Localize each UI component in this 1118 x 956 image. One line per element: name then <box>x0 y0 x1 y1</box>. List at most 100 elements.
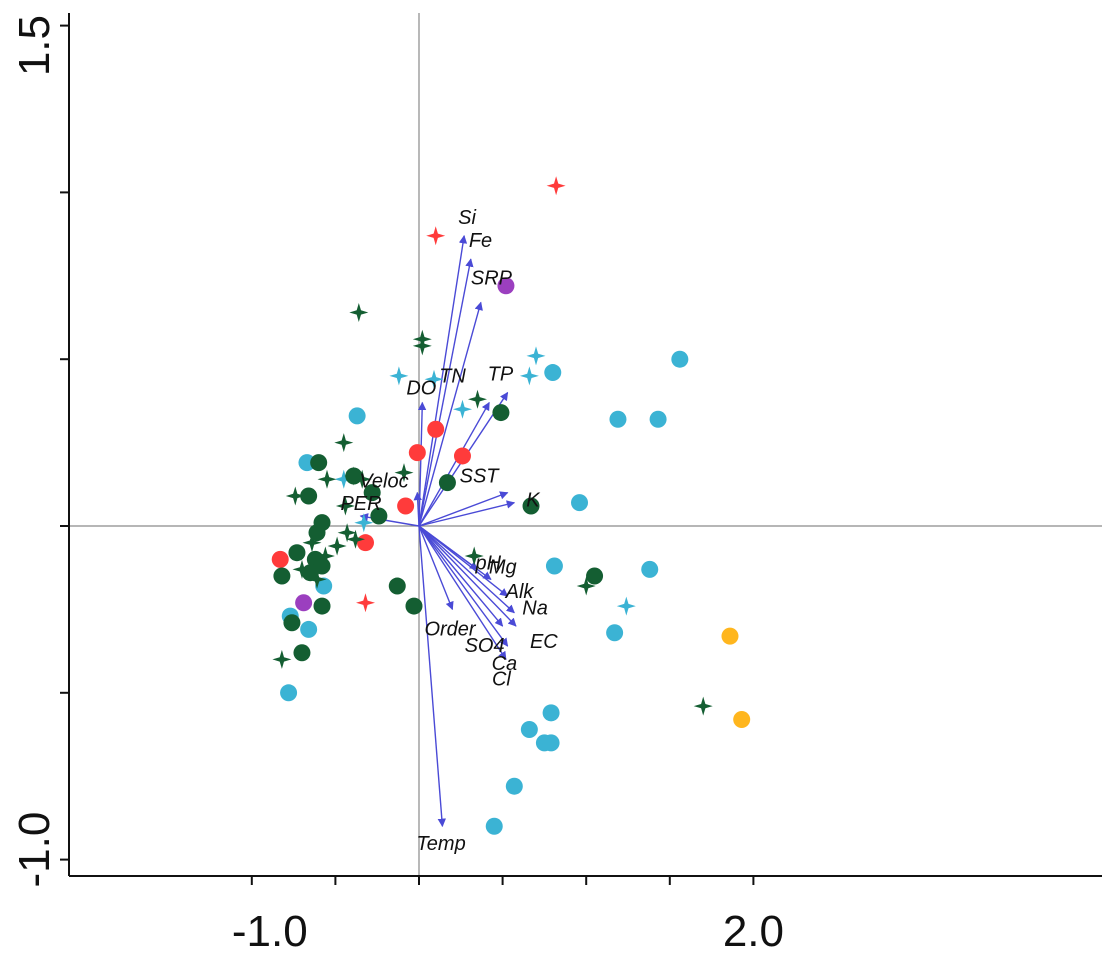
vector-arrow-fe <box>418 258 474 527</box>
vector-arrow-ec <box>418 525 517 627</box>
vector-label-ca: Ca <box>492 653 518 675</box>
sample-point-orange-circle <box>721 627 739 645</box>
sample-point-light_blue-star <box>519 366 539 386</box>
sample-point-orange-circle <box>733 710 751 728</box>
sample-point-dark_green-circle <box>288 544 306 562</box>
y-tick-label: 1.5 <box>10 15 59 76</box>
sample-point-dark_green-star <box>693 696 713 716</box>
sample-point-light_blue-circle <box>542 704 560 722</box>
vector-label-do: DO <box>406 378 436 400</box>
vector-arrow-veloc <box>413 491 422 527</box>
sample-point-light_blue-circle <box>280 684 298 702</box>
sample-point-light_blue-star <box>389 366 409 386</box>
sample-point-dark_green-star <box>412 336 432 356</box>
sample-point-light_blue-circle <box>649 410 667 428</box>
vector-arrow-do <box>417 401 427 527</box>
vector-label-tp: TP <box>488 364 514 386</box>
sample-point-dark_green-circle <box>308 524 326 542</box>
x-tick-label: -1.0 <box>232 907 308 956</box>
sample-point-dark_green-star <box>292 559 312 579</box>
environmental-vectors <box>359 234 517 828</box>
sample-point-dark_green-star <box>272 649 292 669</box>
sample-point-dark_green-star <box>576 576 596 596</box>
sample-point-light_blue-circle <box>485 817 503 835</box>
vector-label-so4: SO4 <box>465 635 505 657</box>
sample-point-dark_green-circle <box>300 487 318 505</box>
sample-point-red-circle <box>356 534 374 552</box>
sample-point-dark_green-star <box>315 546 335 566</box>
vector-arrow-srp <box>418 301 483 527</box>
plot-frame <box>68 13 1102 877</box>
sample-point-dark_green-star <box>468 389 487 409</box>
sample-point-light_blue-star <box>354 513 374 533</box>
sample-point-dark_green-circle <box>492 404 510 422</box>
sample-point-light_blue-circle <box>505 777 523 795</box>
sample-point-red-star <box>356 593 375 613</box>
sample-point-dark_green-star <box>337 523 357 543</box>
vector-arrow-sst <box>418 491 509 527</box>
vector-label-alk: Alk <box>505 581 535 603</box>
vector-label-sst: SST <box>460 466 501 488</box>
sample-point-light_blue-circle <box>571 494 589 512</box>
sample-point-dark_green-circle <box>370 507 388 525</box>
sample-point-light_blue-circle <box>544 364 562 382</box>
sample-point-dark_green-star <box>317 469 337 489</box>
sample-point-dark_green-star <box>302 533 322 553</box>
vector-label-cl: Cl <box>492 668 511 690</box>
sample-point-dark_green-star <box>285 486 305 506</box>
sample-point-light_blue-star <box>526 346 546 366</box>
vector-label-mg: Mg <box>489 556 517 578</box>
sample-point-light_blue-circle <box>520 720 538 738</box>
sample-point-light_blue-star <box>453 399 472 419</box>
sample-point-dark_green-circle <box>438 474 456 492</box>
sample-point-dark_green-star <box>349 303 369 322</box>
sample-point-dark_green-star <box>335 496 355 516</box>
sample-point-dark_green-circle <box>293 644 311 662</box>
sample-point-dark_green-circle <box>388 577 406 595</box>
sample-point-red-star <box>546 176 566 196</box>
vector-label-fe: Fe <box>469 230 492 252</box>
vector-label-srp: SRP <box>471 267 513 289</box>
vector-label-temp: Temp <box>416 833 465 855</box>
vector-arrow-ca <box>418 525 509 647</box>
sample-point-dark_green-circle <box>301 564 319 582</box>
sample-point-purple-circle <box>295 594 313 612</box>
sample-point-red-circle <box>427 420 445 438</box>
vector-arrow-si <box>418 234 468 527</box>
sample-point-light_blue-circle <box>606 624 624 642</box>
axis-ticks: -1.0 2.0 1.5 -1.0 <box>10 15 784 956</box>
vector-label-ec: EC <box>530 631 558 653</box>
sample-point-red-circle <box>271 550 289 568</box>
sample-point-dark_green-circle <box>310 454 328 472</box>
sample-point-dark_green-circle <box>363 484 381 502</box>
sample-point-light_blue-circle <box>542 734 560 752</box>
sample-point-dark_green-star <box>464 546 484 566</box>
vector-label-veloc: Veloc <box>359 471 408 493</box>
sample-point-dark_green-star <box>334 433 354 453</box>
y-tick-label: -1.0 <box>10 812 59 888</box>
sample-point-light_blue-circle <box>671 350 689 368</box>
vector-label-si: Si <box>458 207 476 229</box>
sample-point-dark_green-circle <box>522 497 540 515</box>
sample-point-dark_green-circle <box>313 597 331 615</box>
vector-label-na: Na <box>522 598 548 620</box>
sample-point-dark_green-star <box>327 536 347 556</box>
vector-arrow-k <box>418 500 516 527</box>
sample-point-light_blue-circle <box>545 557 563 575</box>
sample-point-light_blue-circle <box>641 560 659 578</box>
sample-point-light_blue-star <box>334 469 354 489</box>
vector-label-tn: TN <box>439 366 466 388</box>
sample-point-dark_green-circle <box>345 467 363 485</box>
sample-point-light_blue-circle <box>609 410 627 428</box>
sample-point-light_blue-circle <box>298 454 316 472</box>
vector-arrow-per <box>359 513 420 527</box>
vector-arrow-tn <box>418 401 490 527</box>
sample-point-light_blue-star <box>424 369 444 389</box>
sample-point-light_blue-circle <box>348 407 366 425</box>
sample-point-red-circle <box>408 444 426 462</box>
vector-label-k: K <box>526 490 541 512</box>
sample-point-dark_green-star <box>352 469 372 489</box>
sample-point-dark_green-star <box>307 569 327 589</box>
vector-arrow-na <box>418 525 515 614</box>
